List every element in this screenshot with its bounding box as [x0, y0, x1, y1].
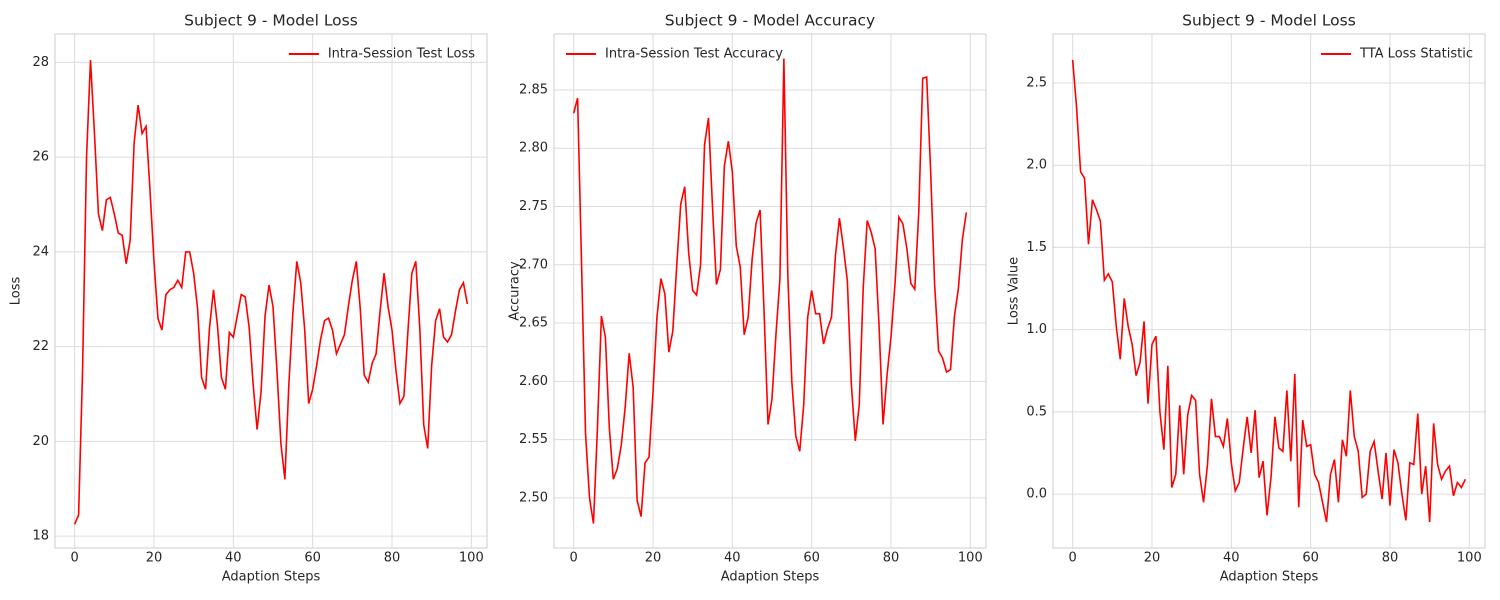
y-axis-label: Accuracy	[508, 261, 523, 321]
x-tick-label: 80	[1382, 551, 1399, 566]
x-tick-label: 80	[883, 551, 900, 566]
y-tick-label: 2.80	[519, 141, 548, 156]
y-tick-label: 2.70	[519, 257, 548, 272]
x-tick-label: 40	[225, 551, 242, 566]
y-tick-label: 2.0	[1026, 158, 1047, 173]
x-tick-label: 40	[724, 551, 741, 566]
y-tick-label: 0.0	[1026, 487, 1047, 502]
y-tick-label: 2.50	[519, 490, 548, 505]
y-tick-label: 18	[32, 529, 49, 544]
x-tick-label: 60	[304, 551, 321, 566]
y-tick-label: 2.55	[519, 432, 548, 447]
y-tick-label: 2.85	[519, 82, 548, 97]
x-axis-label: Adaption Steps	[1220, 570, 1319, 585]
y-tick-label: 2.5	[1026, 75, 1047, 90]
x-tick-label: 60	[803, 551, 820, 566]
x-tick-label: 40	[1223, 551, 1240, 566]
y-tick-label: 26	[32, 150, 49, 165]
y-tick-label: 1.5	[1026, 240, 1047, 255]
y-tick-label: 22	[32, 339, 49, 354]
x-tick-label: 100	[1457, 551, 1482, 566]
y-axis-label: Loss	[9, 277, 24, 306]
x-tick-label: 80	[384, 551, 401, 566]
data-line	[1071, 59, 1467, 523]
chart-title: Subject 9 - Model Loss	[1182, 12, 1356, 30]
y-tick-label: 24	[32, 244, 49, 259]
y-tick-label: 2.65	[519, 316, 548, 331]
plot-area	[1053, 34, 1485, 548]
x-tick-label: 100	[958, 551, 983, 566]
y-tick-label: 2.60	[519, 374, 548, 389]
legend-label: Intra-Session Test Accuracy	[605, 47, 783, 62]
x-tick-label: 60	[1302, 551, 1319, 566]
legend-label: TTA Loss Statistic	[1359, 47, 1473, 62]
x-tick-label: 0	[1068, 551, 1076, 566]
plot-frame	[54, 33, 488, 549]
x-axis-label: Adaption Steps	[222, 570, 321, 585]
x-tick-label: 20	[645, 551, 662, 566]
plot-area	[55, 34, 487, 548]
data-line	[73, 60, 469, 525]
y-tick-label: 28	[32, 55, 49, 70]
y-tick-label: 1.0	[1026, 322, 1047, 337]
chart-title: Subject 9 - Model Loss	[184, 12, 358, 30]
plot-frame	[553, 33, 987, 549]
y-tick-label: 20	[32, 434, 49, 449]
chart-title: Subject 9 - Model Accuracy	[665, 12, 875, 30]
x-tick-label: 20	[1144, 551, 1161, 566]
x-axis-label: Adaption Steps	[721, 570, 820, 585]
y-axis-label: Loss Value	[1007, 257, 1022, 325]
x-tick-label: 20	[146, 551, 163, 566]
data-line	[572, 58, 968, 524]
x-tick-label: 0	[569, 551, 577, 566]
legend-label: Intra-Session Test Loss	[328, 47, 475, 62]
plot-area	[554, 34, 986, 548]
y-tick-label: 2.75	[519, 199, 548, 214]
x-tick-label: 0	[70, 551, 78, 566]
plot-frame	[1052, 33, 1486, 549]
y-tick-label: 0.5	[1026, 404, 1047, 419]
x-tick-label: 100	[459, 551, 484, 566]
